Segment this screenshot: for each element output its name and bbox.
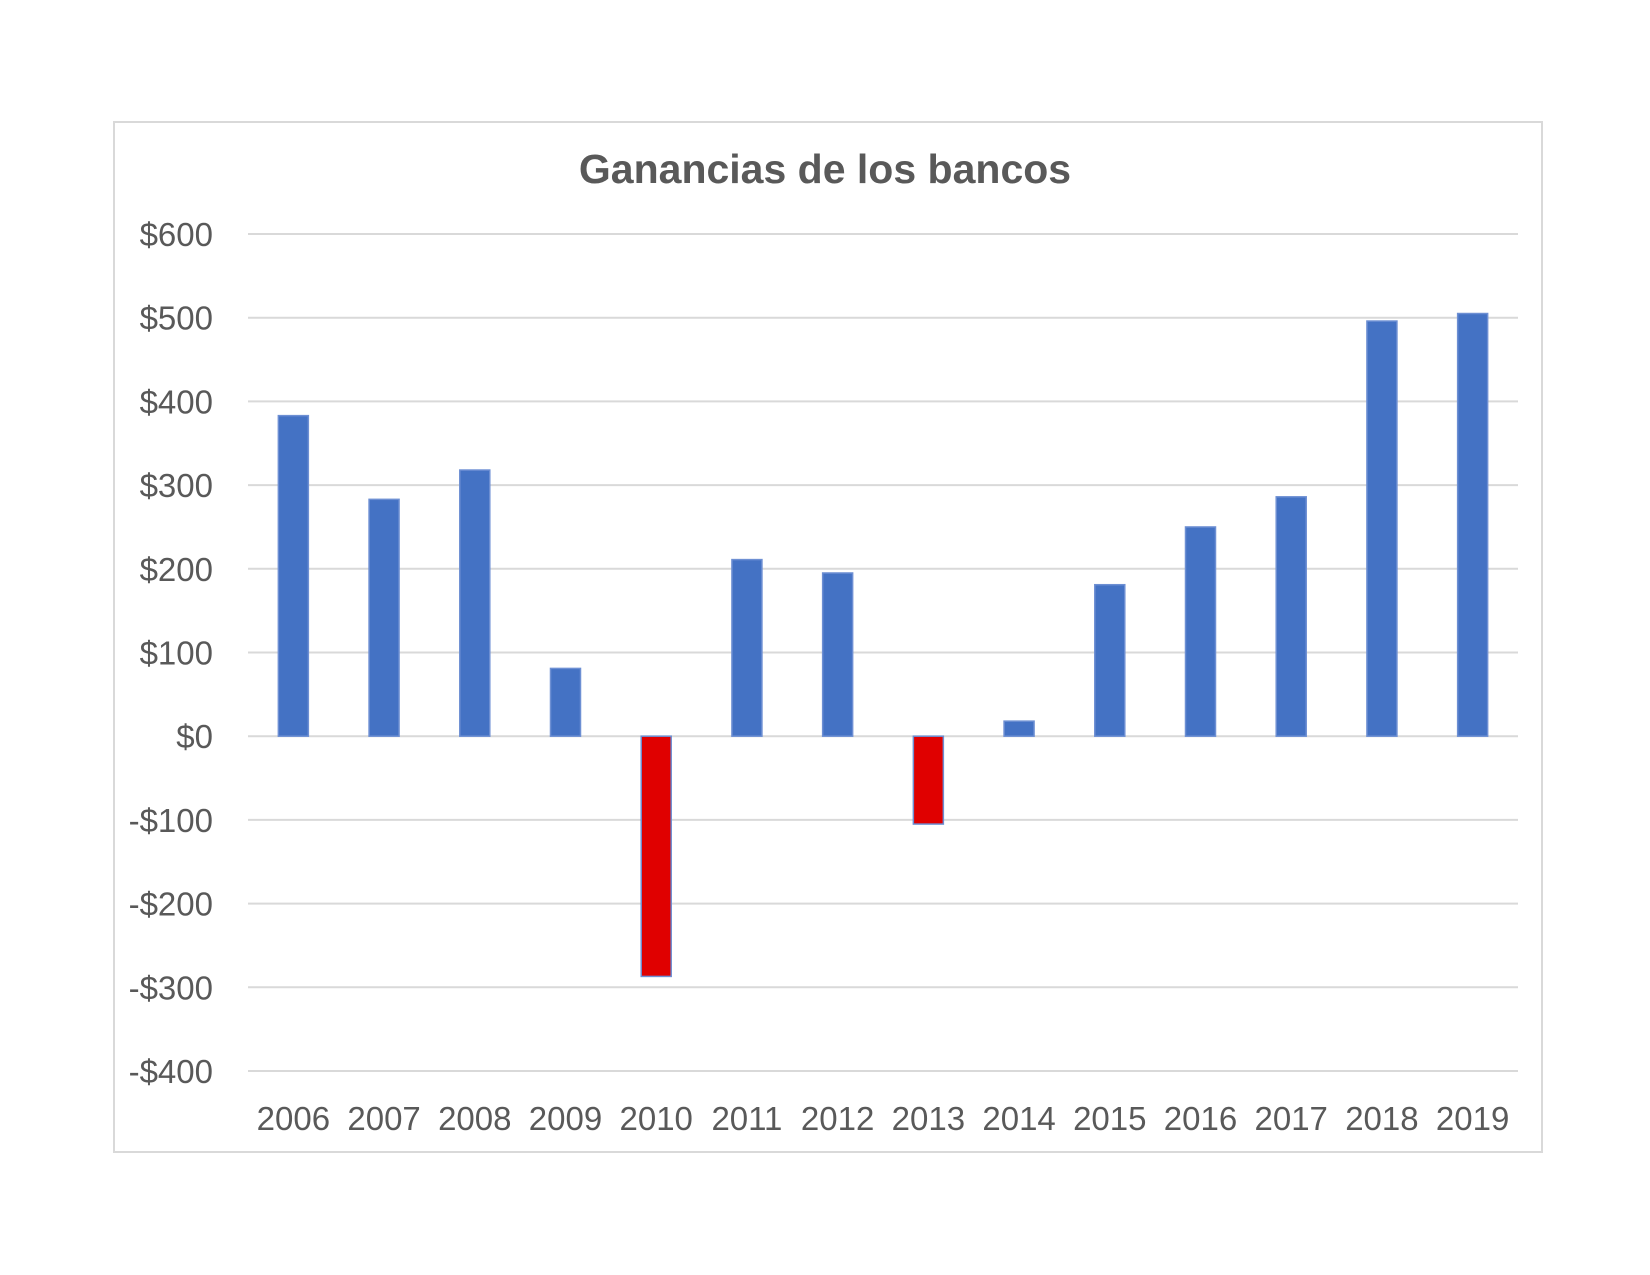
chart-title: Ganancias de los bancos [578,146,1072,192]
x-axis-ticks: 2006 2007 2008 2009 2010 2011 2012 2013 2014 2015… [257,1100,1510,1137]
x-tick-label: 2010 [620,1100,693,1137]
y-tick-label: -$200 [129,886,213,923]
y-tick-label: $600 [140,216,213,253]
y-tick-label: $400 [140,383,213,420]
y-tick-label: -$100 [129,802,213,839]
x-tick-label: 2017 [1255,1100,1328,1137]
bar-2019 [1456,312,1489,737]
x-tick-label: 2012 [801,1100,874,1137]
y-tick-label: -$300 [129,969,213,1006]
x-tick-label: 2016 [1164,1100,1237,1137]
bar-2013 [912,735,945,825]
x-tick-label: 2014 [982,1100,1055,1137]
bar-2008 [459,469,491,737]
y-axis-ticks: $600 $500 $400 $300 $200 $100 $0 -$100 -$200 -$30… [129,216,213,1090]
y-tick-label: $200 [140,551,213,588]
gridlines [248,233,1518,1072]
bar-2014 [1003,720,1035,737]
bar-2018 [1366,320,1398,737]
bar-2006 [277,414,310,737]
x-tick-label: 2008 [438,1100,511,1137]
bar-2012 [821,572,854,737]
x-tick-label: 2011 [711,1100,782,1137]
bar-2007 [368,498,400,737]
bar-2011 [731,558,763,737]
x-tick-label: 2006 [257,1100,330,1137]
bars [277,312,1489,978]
x-tick-label: 2018 [1345,1100,1418,1137]
y-tick-label: $100 [140,635,213,672]
x-tick-label: 2019 [1436,1100,1509,1137]
bar-2009 [549,667,582,737]
bar-2016 [1184,526,1217,737]
y-tick-label: -$400 [129,1053,213,1090]
bar-2015 [1094,583,1126,737]
bar-2010 [640,735,672,978]
x-tick-label: 2015 [1073,1100,1146,1137]
y-tick-label: $500 [140,300,213,337]
x-tick-label: 2009 [529,1100,602,1137]
bar-2017 [1275,496,1307,737]
x-tick-label: 2013 [892,1100,965,1137]
y-tick-label: $300 [140,467,213,504]
x-tick-label: 2007 [347,1100,420,1137]
y-tick-label: $0 [176,718,213,755]
